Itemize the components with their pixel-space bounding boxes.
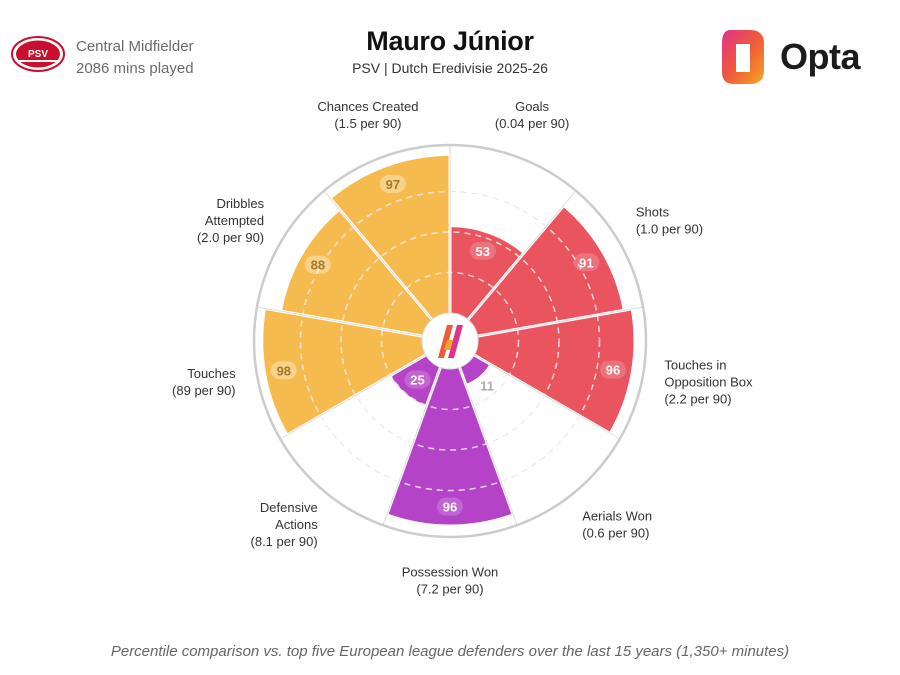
metric-label: Shots (1.0 per 90)	[636, 205, 703, 237]
opta-mark-icon	[722, 30, 764, 84]
center-emblem	[421, 312, 479, 370]
wedge-touches	[263, 308, 426, 435]
player-info: Central Midfielder 2086 mins played	[76, 36, 194, 80]
value-label-text: 91	[579, 255, 593, 270]
metric-rate: (1.5 per 90)	[334, 116, 401, 131]
header: Mauro Júnior PSV | Dutch Eredivisie 2025…	[0, 26, 900, 76]
metric-label: Aerials Won (0.6 per 90)	[582, 508, 652, 540]
value-pill	[573, 253, 600, 272]
metric-name: Aerials Won	[582, 508, 652, 523]
metric-rate: (2.0 per 90)	[197, 230, 264, 245]
brand-name: Opta	[780, 36, 861, 77]
value-label-text: 96	[606, 363, 620, 378]
wedge-dribbles-attempted	[282, 210, 433, 337]
metric-name: Defensive	[260, 500, 318, 515]
value-label: 91	[573, 253, 600, 272]
value-label-text: 88	[311, 258, 325, 273]
value-label-text: 98	[277, 363, 291, 378]
value-label-text: 11	[480, 378, 494, 393]
metric-name: Touches	[187, 366, 236, 381]
value-label: 25	[404, 370, 431, 389]
metric-label: Defensive Actions (8.1 per 90)	[251, 500, 319, 549]
value-pill	[304, 255, 331, 274]
wedge-goals	[450, 227, 524, 320]
value-label: 98	[270, 361, 297, 380]
metric-rate: (7.2 per 90)	[416, 582, 483, 597]
metric-label: Chances Created (1.5 per 90)	[317, 99, 418, 131]
sector-divider-line	[467, 190, 577, 320]
metric-rate: (1.0 per 90)	[636, 222, 703, 237]
sector-divider-line	[459, 367, 518, 526]
metric-name: Opposition Box	[664, 375, 753, 390]
value-pill	[600, 360, 627, 379]
grid-ring-shadow	[340, 231, 560, 451]
sector-divider-line	[477, 306, 644, 337]
metric-name: Shots	[636, 205, 670, 220]
value-pill	[404, 370, 431, 389]
metric-rate: (0.04 per 90)	[495, 116, 569, 131]
value-label-text: 25	[410, 373, 424, 388]
outer-ring	[252, 143, 648, 539]
minutes-played: 2086 mins played	[76, 60, 194, 77]
metric-label: Touches (89 per 90)	[172, 366, 236, 398]
wedge-possession-won	[387, 367, 513, 525]
metric-name: Chances Created	[317, 99, 418, 114]
metric-name: Goals	[515, 99, 549, 114]
brand-logo: Opta	[716, 26, 876, 88]
wedge-aerials-won	[459, 355, 490, 385]
value-pill	[469, 241, 496, 260]
metric-label: Touches in Opposition Box (2.2 per 90)	[664, 358, 753, 407]
sector-divider-line	[280, 354, 427, 440]
metric-name: Attempted	[205, 213, 264, 228]
value-label: 97	[379, 174, 406, 193]
value-pill	[379, 174, 406, 193]
club-logo: PSV	[11, 36, 65, 72]
wedge-touches-in-opposition-box	[474, 309, 634, 433]
value-label: 53	[469, 241, 496, 260]
metric-name: Touches in	[664, 358, 726, 373]
metric-label: Goals (0.04 per 90)	[495, 99, 569, 131]
metric-rate: (0.6 per 90)	[582, 525, 649, 540]
value-label-text: 97	[386, 177, 400, 192]
value-label: 11	[480, 378, 494, 393]
value-label-text: 96	[443, 500, 457, 515]
player-position: Central Midfielder	[76, 38, 194, 55]
value-pill	[437, 497, 463, 516]
sector-divider-line	[382, 367, 441, 526]
metric-rate: (89 per 90)	[172, 383, 236, 398]
club-logo-text: PSV	[28, 49, 48, 60]
sector-divider-line	[473, 354, 620, 440]
metric-label: Possession Won (7.2 per 90)	[402, 565, 499, 597]
metric-rate: (2.2 per 90)	[664, 392, 731, 407]
sector-divider-line	[323, 190, 433, 320]
metric-name: Possession Won	[402, 565, 499, 580]
value-pill	[270, 361, 297, 380]
player-name: Mauro Júnior	[366, 26, 534, 56]
value-label: 96	[600, 360, 627, 379]
sector-divider-line	[256, 306, 423, 337]
value-label-text: 53	[476, 244, 490, 259]
value-label: 88	[304, 255, 331, 274]
competition: PSV | Dutch Eredivisie 2025-26	[352, 60, 548, 76]
metric-label: Dribbles Attempted (2.0 per 90)	[197, 196, 265, 245]
footnote: Percentile comparison vs. top five Europ…	[110, 643, 790, 660]
metric-name: Dribbles	[216, 196, 264, 211]
metric-name: Actions	[275, 517, 318, 532]
wedge-defensive-actions	[390, 355, 441, 406]
value-label: 96	[437, 497, 463, 516]
metric-rate: (8.1 per 90)	[251, 534, 318, 549]
